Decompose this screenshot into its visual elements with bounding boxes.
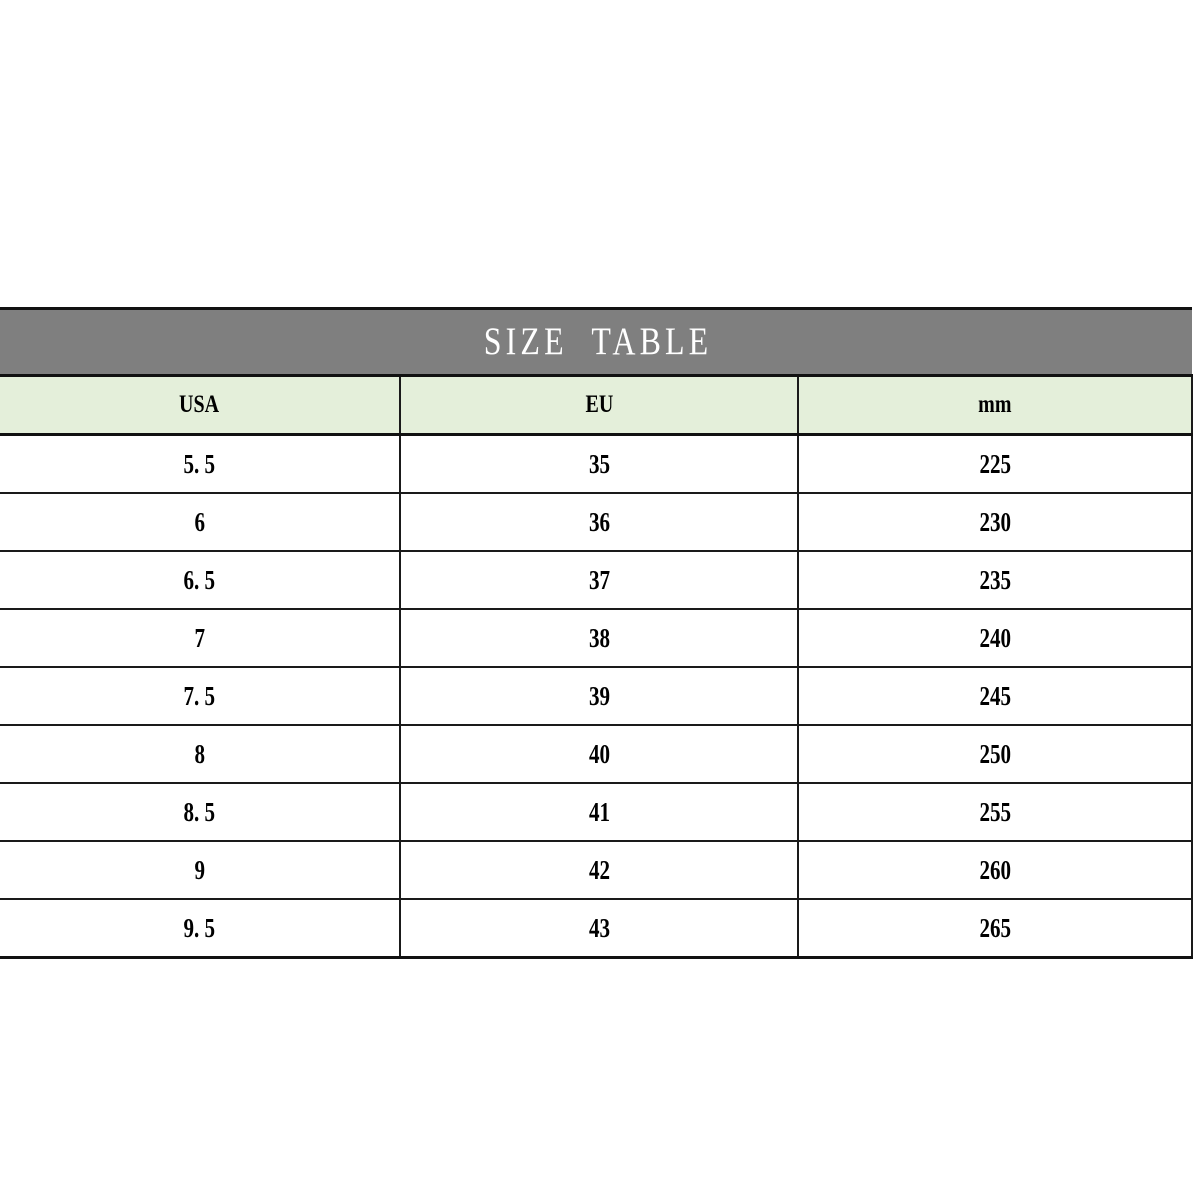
cell-usa: 8. 5 [0, 783, 401, 842]
cell-usa: 9. 5 [0, 899, 401, 959]
cell-mm: 225 [797, 434, 1193, 494]
size-table-title-row: SIZE TABLE [0, 307, 1192, 377]
cell-eu-value: 38 [588, 623, 610, 653]
table-row: 7 38 240 [0, 609, 1193, 668]
cell-eu: 37 [399, 551, 799, 610]
table-row: 9. 5 43 265 [0, 899, 1193, 959]
cell-mm-value: 250 [979, 739, 1011, 769]
cell-mm-value: 235 [979, 565, 1011, 595]
cell-eu: 35 [399, 434, 799, 494]
cell-usa: 7 [0, 609, 401, 668]
size-table-title-cell: SIZE TABLE [0, 307, 1192, 377]
cell-eu-value: 41 [588, 797, 610, 827]
column-header-usa: USA [0, 375, 401, 436]
cell-mm: 265 [797, 899, 1193, 959]
cell-usa-value: 6 [194, 507, 205, 537]
column-header-eu-label: EU [585, 391, 613, 418]
cell-mm: 235 [797, 551, 1193, 610]
cell-usa: 9 [0, 841, 401, 900]
cell-usa-value: 8. 5 [183, 797, 216, 827]
cell-usa-value: 5. 5 [183, 449, 216, 479]
cell-mm-value: 260 [979, 855, 1011, 885]
table-row: 6 36 230 [0, 493, 1193, 552]
cell-usa: 5. 5 [0, 434, 401, 494]
cell-usa-value: 7 [194, 623, 205, 653]
cell-eu-value: 43 [588, 913, 610, 943]
cell-mm: 240 [797, 609, 1193, 668]
cell-mm-value: 245 [979, 681, 1011, 711]
cell-mm-value: 230 [979, 507, 1011, 537]
cell-usa-value: 9 [194, 855, 205, 885]
cell-eu: 43 [399, 899, 799, 959]
cell-eu: 40 [399, 725, 799, 784]
cell-eu-value: 36 [588, 507, 610, 537]
table-row: 8 40 250 [0, 725, 1193, 784]
cell-mm: 250 [797, 725, 1193, 784]
cell-eu-value: 37 [588, 565, 610, 595]
cell-eu-value: 42 [588, 855, 610, 885]
cell-usa: 6 [0, 493, 401, 552]
cell-mm: 255 [797, 783, 1193, 842]
cell-usa: 7. 5 [0, 667, 401, 726]
cell-usa-value: 9. 5 [183, 913, 216, 943]
cell-mm-value: 225 [979, 449, 1011, 479]
cell-usa-value: 7. 5 [183, 681, 216, 711]
table-row: 5. 5 35 225 [0, 434, 1193, 494]
page-title: SIZE TABLE [483, 320, 713, 363]
cell-eu: 38 [399, 609, 799, 668]
column-header-usa-label: USA [179, 391, 220, 418]
table-row: 7. 5 39 245 [0, 667, 1193, 726]
cell-mm: 260 [797, 841, 1193, 900]
column-header-mm: mm [797, 375, 1193, 436]
size-table-header-row: USA EU mm [0, 375, 1193, 436]
cell-eu: 39 [399, 667, 799, 726]
cell-mm: 230 [797, 493, 1193, 552]
size-table-head: SIZE TABLE USA EU mm [0, 307, 1193, 436]
table-row: 8. 5 41 255 [0, 783, 1193, 842]
cell-mm-value: 240 [979, 623, 1011, 653]
size-table-container: SIZE TABLE USA EU mm 5. 5 35 225 [0, 307, 1193, 959]
cell-usa-value: 8 [194, 739, 205, 769]
column-header-eu: EU [399, 375, 799, 436]
cell-eu: 41 [399, 783, 799, 842]
cell-mm-value: 265 [979, 913, 1011, 943]
cell-usa-value: 6. 5 [183, 565, 216, 595]
cell-eu-value: 39 [588, 681, 610, 711]
table-row: 6. 5 37 235 [0, 551, 1193, 610]
cell-eu-value: 40 [588, 739, 610, 769]
cell-eu: 42 [399, 841, 799, 900]
cell-eu-value: 35 [588, 449, 610, 479]
cell-usa: 6. 5 [0, 551, 401, 610]
cell-eu: 36 [399, 493, 799, 552]
table-row: 9 42 260 [0, 841, 1193, 900]
cell-usa: 8 [0, 725, 401, 784]
size-table: SIZE TABLE USA EU mm 5. 5 35 225 [0, 307, 1193, 959]
size-table-body: 5. 5 35 225 6 36 230 6. 5 37 235 7 38 24… [0, 434, 1193, 959]
cell-mm: 245 [797, 667, 1193, 726]
cell-mm-value: 255 [979, 797, 1011, 827]
column-header-mm-label: mm [978, 391, 1012, 418]
